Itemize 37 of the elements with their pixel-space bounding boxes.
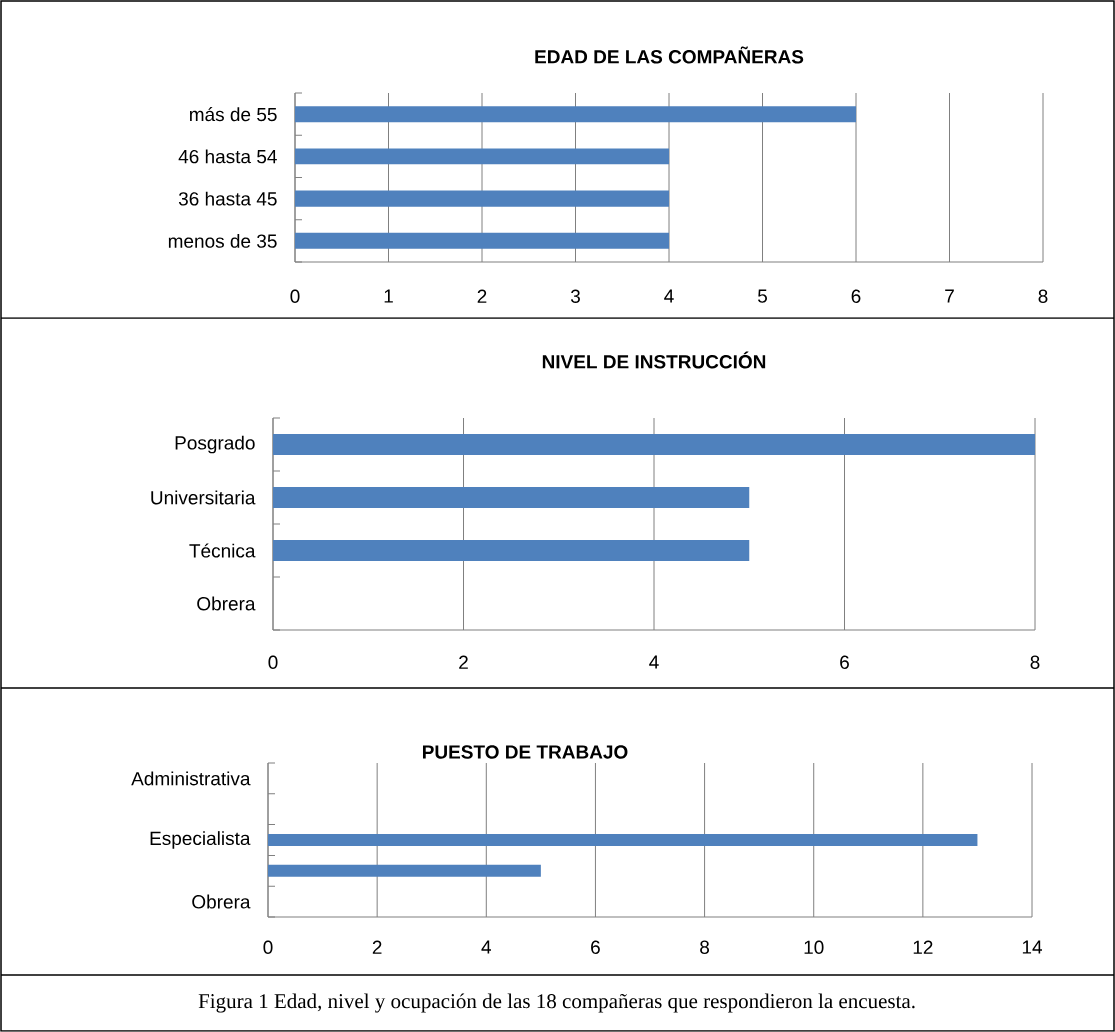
x-tick-label: 4 (664, 289, 674, 303)
chart-title: PUESTO DE TRABAJO (422, 745, 628, 759)
x-tick-label: 7 (945, 289, 954, 303)
x-tick-label: 3 (570, 289, 580, 303)
x-tick-label: 4 (649, 655, 659, 669)
y-tick-label: Posgrado (175, 435, 255, 454)
text: Figura 1 Edad, nivel y ocupación de las 18 compañeras que respondieron la encuesta. (198, 993, 915, 1013)
x-tick-label: 5 (757, 289, 767, 303)
y-tick-label: 46 hasta 54 (178, 149, 277, 164)
y-tick-label: Especialista (150, 831, 251, 849)
x-tick-label: 2 (372, 940, 382, 954)
x-tick-label: 1 (384, 289, 393, 303)
x-tick-label: 10 (804, 940, 824, 954)
x-tick-label: 0 (290, 289, 300, 303)
chart-title: NIVEL DE INSTRUCCIÓN (542, 351, 766, 369)
x-tick-label: 12 (913, 940, 933, 954)
x-tick-label: 4 (481, 940, 492, 954)
x-tick-label: 8 (1030, 655, 1040, 669)
x-tick-label: 0 (263, 940, 273, 954)
x-tick-label: 6 (851, 289, 861, 303)
chart-title: EDAD DE LAS COMPAÑERAS (535, 46, 804, 64)
y-tick-label: Obrera (197, 596, 256, 611)
x-tick-label: 14 (1022, 940, 1043, 954)
x-tick-label: 6 (840, 655, 849, 669)
x-tick-label: 8 (700, 940, 710, 954)
x-tick-label: 2 (477, 289, 487, 303)
y-tick-label: Universitaria (151, 490, 256, 505)
y-tick-label: Técnica (189, 543, 256, 558)
x-tick-label: 6 (591, 940, 600, 954)
y-tick-label: más de 55 (190, 107, 277, 122)
y-tick-label: Administrativa (131, 771, 251, 786)
x-tick-label: 8 (1038, 289, 1048, 303)
y-tick-label: menos de 35 (168, 233, 277, 248)
y-tick-label: Obrera (192, 894, 251, 909)
x-tick-label: 2 (459, 655, 468, 669)
x-tick-label: 0 (268, 655, 278, 669)
y-tick-label: 36 hasta 45 (178, 191, 277, 206)
